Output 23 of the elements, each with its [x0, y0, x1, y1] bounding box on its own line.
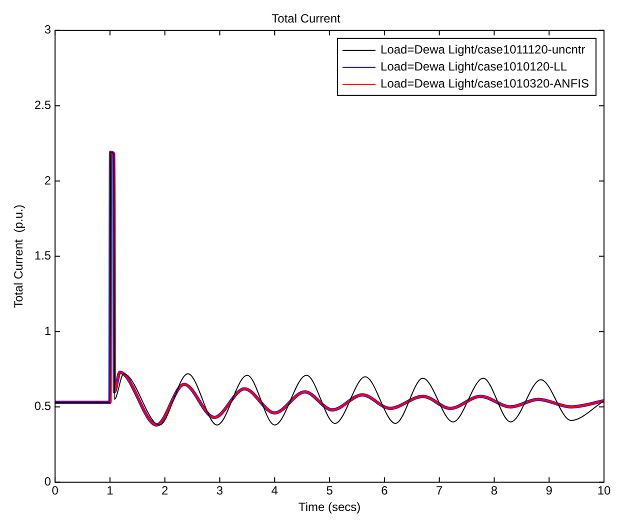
x-tick-label: 6 [381, 484, 388, 498]
x-tick-label: 5 [326, 484, 334, 498]
y-tick-label: 1.5 [34, 248, 52, 263]
x-tick-label: 4 [271, 484, 278, 498]
x-tick-label: 1 [106, 484, 114, 498]
y-tick-label: 0 [44, 474, 52, 489]
legend-label: Load=Dewa Light/case1010320-ANFIS [380, 76, 590, 91]
x-tick-label: 10 [597, 484, 611, 498]
y-tick-label: 2 [44, 173, 52, 188]
chart-title: Total Current [272, 12, 342, 26]
x-tick-label: 8 [490, 484, 498, 498]
x-tick-label: 9 [546, 484, 553, 498]
y-tick-label: 1 [44, 324, 52, 338]
x-tick-label: 3 [216, 484, 224, 498]
legend-label: Load=Dewa Light/case1010120-LL [380, 60, 568, 74]
y-axis-title: Total Current (p.u.) [12, 204, 26, 308]
y-tick-label: 2.5 [34, 98, 52, 112]
y-tick-label: 0.5 [34, 399, 52, 414]
x-tick-label: 7 [436, 484, 443, 498]
legend-label: Load=Dewa Light/case1011120-uncntr [380, 42, 586, 57]
y-tick-label: 3 [44, 22, 52, 37]
x-axis-title: Time (secs) [298, 500, 361, 514]
x-tick-label: 2 [162, 484, 169, 498]
